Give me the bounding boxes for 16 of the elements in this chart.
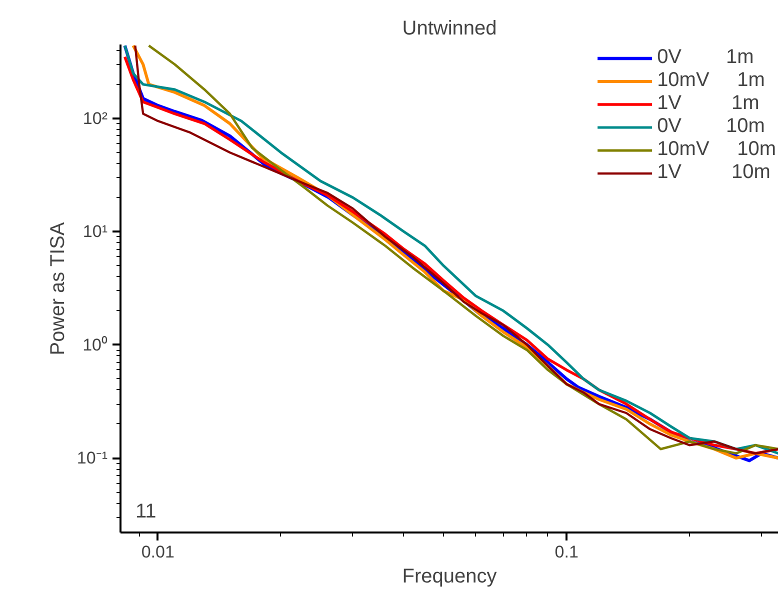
- y-tick-label: 10⁻¹: [76, 448, 108, 468]
- y-tick-label: 10⁰: [82, 335, 108, 354]
- legend-label: 1V 1m: [657, 92, 760, 115]
- y-tick-label: 10²: [82, 108, 108, 128]
- y-tick-label: 10¹: [82, 222, 108, 242]
- annotation: 11: [136, 500, 156, 522]
- chart-title: Untwinned: [402, 18, 497, 40]
- y-axis-title: Power as TISA: [46, 222, 69, 356]
- x-tick-label: 0.1: [554, 542, 578, 562]
- x-axis-title: Frequency: [402, 566, 497, 588]
- legend-label: 0V 1m: [657, 46, 754, 69]
- legend-label: 10mV 1m: [657, 69, 765, 92]
- x-tick-label: 0.01: [141, 542, 174, 562]
- legend-label: 1V 10m: [657, 161, 770, 184]
- legend-label: 0V 10m: [657, 115, 765, 138]
- legend-label: 10mV 10m: [657, 138, 776, 161]
